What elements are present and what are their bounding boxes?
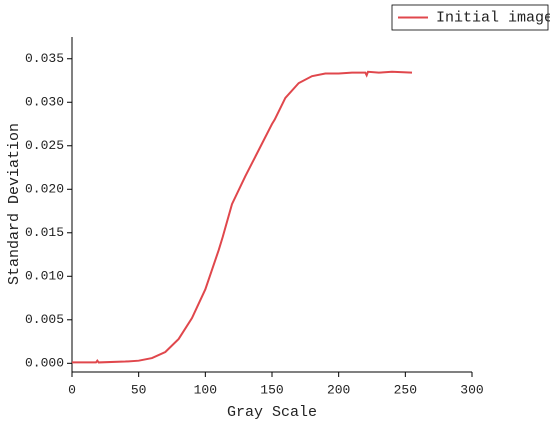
y-tick-label: 0.035 — [25, 51, 64, 66]
y-tick-label: 0.010 — [25, 269, 64, 284]
x-tick-label: 250 — [394, 382, 417, 397]
x-axis-title: Gray Scale — [227, 404, 317, 421]
y-tick-label: 0.000 — [25, 356, 64, 371]
y-tick-label: 0.030 — [25, 95, 64, 110]
x-tick-label: 0 — [68, 382, 76, 397]
data-line — [72, 70, 413, 364]
y-tick-label: 0.020 — [25, 182, 64, 197]
x-tick-label: 300 — [460, 382, 483, 397]
x-tick-label: 100 — [194, 382, 217, 397]
x-tick-label: 50 — [131, 382, 147, 397]
y-tick-label: 0.005 — [25, 312, 64, 327]
y-axis-title: Standard Deviation — [6, 123, 23, 285]
legend-label: Initial image — [436, 9, 550, 26]
y-tick-label: 0.025 — [25, 138, 64, 153]
x-tick-label: 150 — [260, 382, 283, 397]
y-tick-label: 0.015 — [25, 225, 64, 240]
x-tick-label: 200 — [327, 382, 350, 397]
